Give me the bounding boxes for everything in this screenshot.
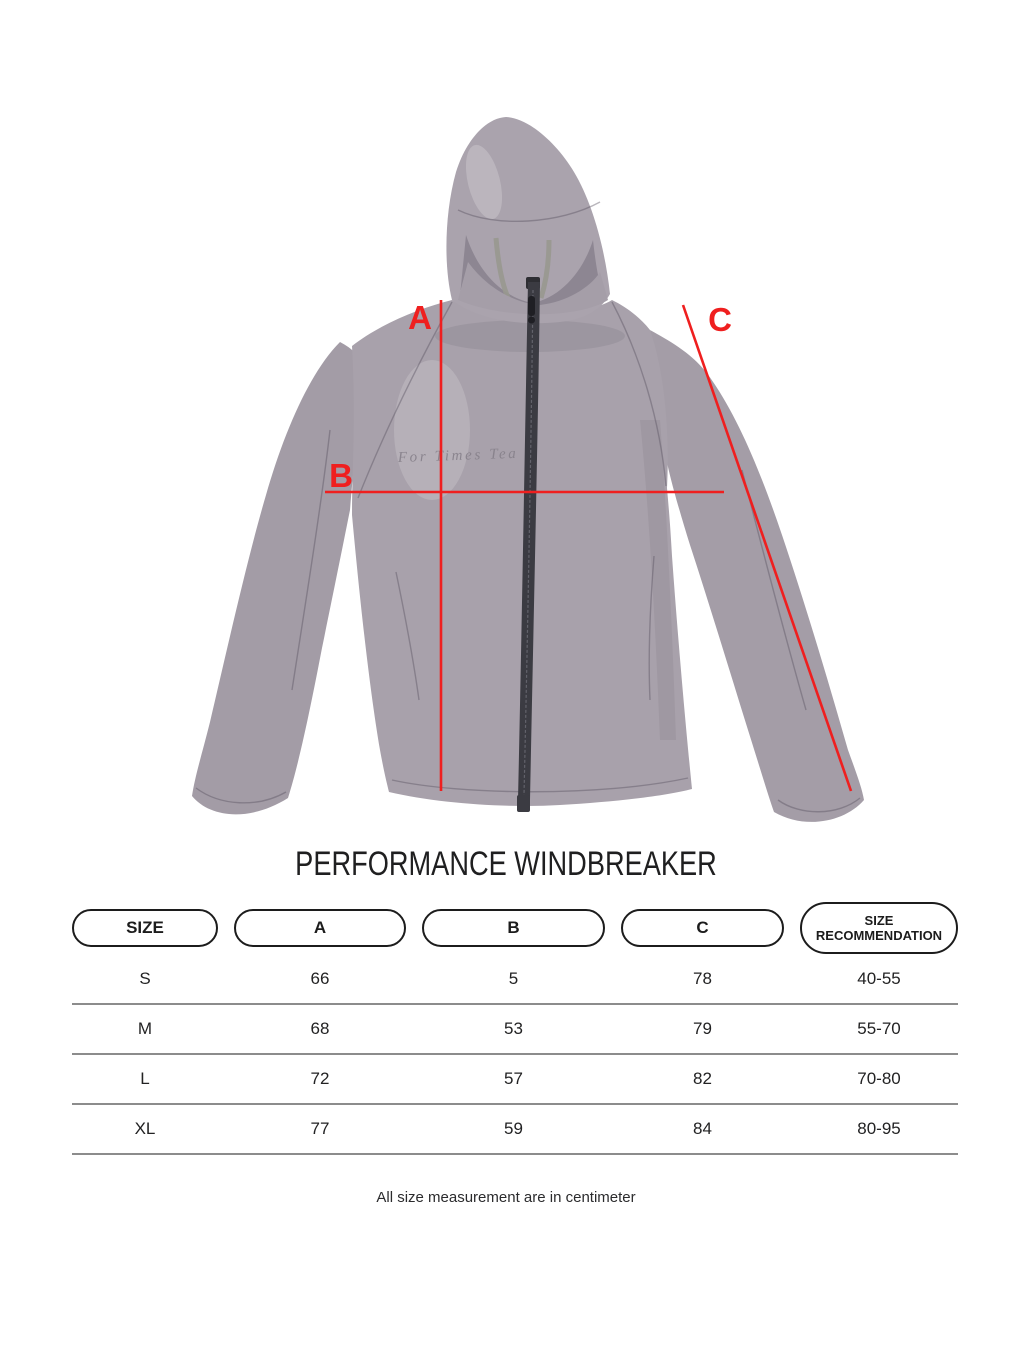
measure-label-a: A (408, 299, 432, 336)
jacket-illustration: For Times Tea A B C (192, 117, 864, 822)
cell-recommendation: 70-80 (857, 1069, 901, 1088)
cell-b: 57 (504, 1069, 523, 1088)
jacket-collar (458, 262, 608, 315)
measurement-figure: For Times Tea A B C (192, 117, 864, 822)
cell-size: L (140, 1069, 150, 1088)
measure-line-c (681, 304, 853, 792)
hem-stitch (391, 777, 689, 793)
jacket-hood (446, 117, 610, 324)
table-row-l: L 72 57 82 70-80 (72, 1055, 958, 1105)
cell-a: 68 (310, 1019, 330, 1038)
jacket-left-sleeve (192, 342, 372, 815)
cuff-stitch-left (195, 787, 287, 804)
cell-b: 53 (504, 1019, 523, 1038)
column-header-b: B (422, 909, 605, 947)
cell-c: 78 (693, 969, 712, 988)
cell-c: 79 (693, 1019, 712, 1038)
measure-label-c: C (708, 301, 732, 338)
cell-a: 66 (310, 969, 330, 988)
pocket-seam-right (648, 555, 655, 701)
cell-b: 5 (508, 969, 519, 988)
cell-size: XL (134, 1119, 156, 1138)
cell-size: S (139, 969, 151, 988)
cell-recommendation: 80-95 (857, 1119, 901, 1138)
column-header-recommendation: SIZE RECOMMENDATION (800, 902, 958, 954)
raglan-seam-right (611, 301, 667, 487)
size-chart-header: SIZE A B C SIZE RECOMMENDATION (72, 901, 958, 955)
cell-size: M (137, 1019, 153, 1038)
cell-c: 84 (693, 1119, 712, 1138)
cell-a: 72 (310, 1069, 330, 1088)
column-header-size: SIZE (72, 909, 218, 947)
cuff-stitch-right (777, 797, 861, 813)
body-highlight (394, 360, 470, 500)
sleeve-seam-left (291, 429, 331, 691)
product-title: PERFORMANCE WINDBREAKER (295, 845, 717, 883)
hood-highlight (465, 144, 503, 220)
zipper-tail (517, 795, 530, 812)
cell-b: 59 (504, 1119, 523, 1138)
cell-recommendation: 55-70 (857, 1019, 901, 1038)
pocket-seam-left (395, 571, 420, 701)
table-row-s: S 66 5 78 40-55 (72, 955, 958, 1005)
measurement-note: All size measurement are in centimeter (376, 1189, 636, 1206)
hood-seam (457, 201, 601, 222)
jacket-body (352, 300, 692, 806)
zipper-teeth (523, 289, 534, 796)
column-header-a: A (234, 909, 406, 947)
hood-drawstring-right (538, 239, 552, 299)
body-shadow-right (640, 420, 676, 740)
jacket-right-sleeve (650, 330, 864, 822)
cell-recommendation: 40-55 (857, 969, 901, 988)
table-row-m: M 68 53 79 55-70 (72, 1005, 958, 1055)
zipper-pull-ring (528, 316, 535, 324)
table-row-xl: XL 77 59 84 80-95 (72, 1105, 958, 1155)
column-header-c: C (621, 909, 784, 947)
zipper-pull (528, 296, 535, 316)
size-chart-table: SIZE A B C SIZE RECOMMENDATION S 66 5 78… (72, 901, 958, 1155)
measure-label-b: B (329, 457, 353, 494)
cell-c: 82 (693, 1069, 712, 1088)
cell-a: 77 (310, 1119, 330, 1138)
